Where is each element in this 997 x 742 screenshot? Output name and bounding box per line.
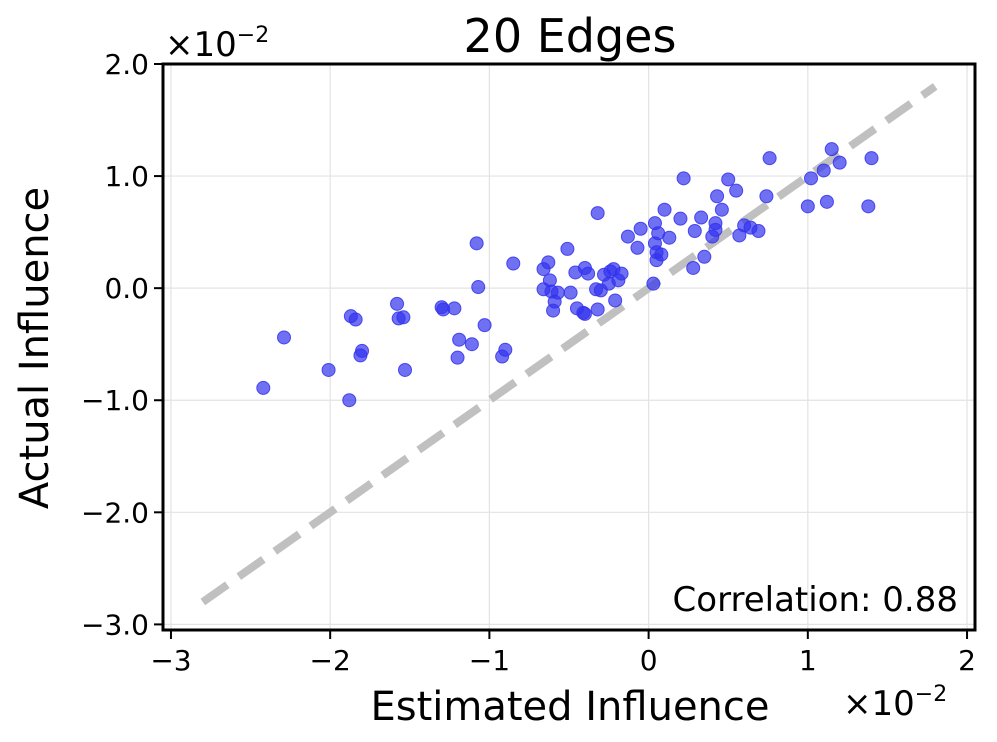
x-tick-label: 2 [958,644,976,677]
scatter-point [590,206,605,221]
y-scale-label: ×10−2 [165,23,269,65]
scatter-point [614,266,629,281]
x-scale-label: ×10−2 [843,682,947,724]
scatter-point [861,199,876,214]
scatter-point [662,230,677,245]
scatter-point [800,199,815,214]
scatter-point [694,210,709,225]
scatter-point [657,202,672,217]
x-tick-label: −2 [310,644,351,677]
scatter-point [560,241,575,256]
x-scale-base: ×10 [843,684,915,724]
y-scale-base: ×10 [165,25,237,65]
scatter-point [348,312,363,327]
y-tick-label: −1.0 [81,384,149,417]
ticks-group: −3 −2 −1 0 1 2 −3.0 −2.0 −1.0 0.0 1.0 2.0 [81,48,976,677]
scatter-point [819,194,834,209]
scatter-point [321,362,336,377]
scatter-point [864,151,879,166]
y-tick-label: 2.0 [104,48,149,81]
scatter-point [751,223,766,238]
scatter-point [447,301,462,316]
scatter-point [464,337,479,352]
plot-frame [161,62,977,632]
x-axis-title: Estimated Influence [370,684,769,730]
scatter-point [581,266,596,281]
y-scale-exponent: −2 [237,23,269,48]
scatter-point [563,285,578,300]
scatter-point [687,223,702,238]
scatter-point [654,247,669,262]
scatter-point [256,380,271,395]
scatter-point [676,171,691,186]
scatter-point [541,255,556,270]
scatter-point [590,302,605,317]
y-axis-title: Actual Influence [12,187,58,509]
y-tick-label: 0.0 [104,272,149,305]
reference-line-group [200,83,938,606]
scatter-point [721,172,736,187]
scatter-point [762,151,777,166]
scatter-point [277,330,292,345]
x-tick-label: 0 [640,644,658,677]
scatter-point [398,362,413,377]
scatter-point [714,202,729,217]
scatter-point [729,183,744,198]
scatter-point [452,332,467,347]
x-tick-label: −3 [150,644,191,677]
scatter-point [816,163,831,178]
scatter-point [506,256,521,271]
x-tick-label: 1 [799,644,817,677]
scatter-point [710,189,725,204]
scatter-point [450,350,465,365]
scatter-point [550,285,565,300]
scatter-point [686,260,701,275]
scatter-point [708,222,723,237]
scatter-point [804,171,819,186]
y-tick-label: −3.0 [81,608,149,641]
scatter-point [396,310,411,325]
scatter-point [630,240,645,255]
chart-title: 20 Edges [464,9,677,63]
scatter-point [832,155,847,170]
scatter-point [697,249,712,264]
scatter-point [471,280,486,295]
x-tick-label: −1 [469,644,510,677]
scatter-point [824,142,839,157]
scatter-point [390,296,405,311]
scatter-point [342,393,357,408]
scatter-point [355,343,370,358]
scatter-point [577,306,592,321]
y-tick-label: 1.0 [104,160,149,193]
y-tick-label: −2.0 [81,496,149,529]
scatter-point [469,236,484,251]
scatter-point [646,276,661,291]
scatter-point [498,342,513,357]
scatter-point [759,189,774,204]
points-group [256,142,879,408]
scatter-point [633,221,648,236]
scatter-point [477,318,492,333]
correlation-annotation: Correlation: 0.88 [673,580,958,620]
scatter-point [620,229,635,244]
scatter-point [673,211,688,226]
reference-line [200,83,938,606]
scatter-point [608,293,623,308]
x-scale-exponent: −2 [915,682,947,707]
